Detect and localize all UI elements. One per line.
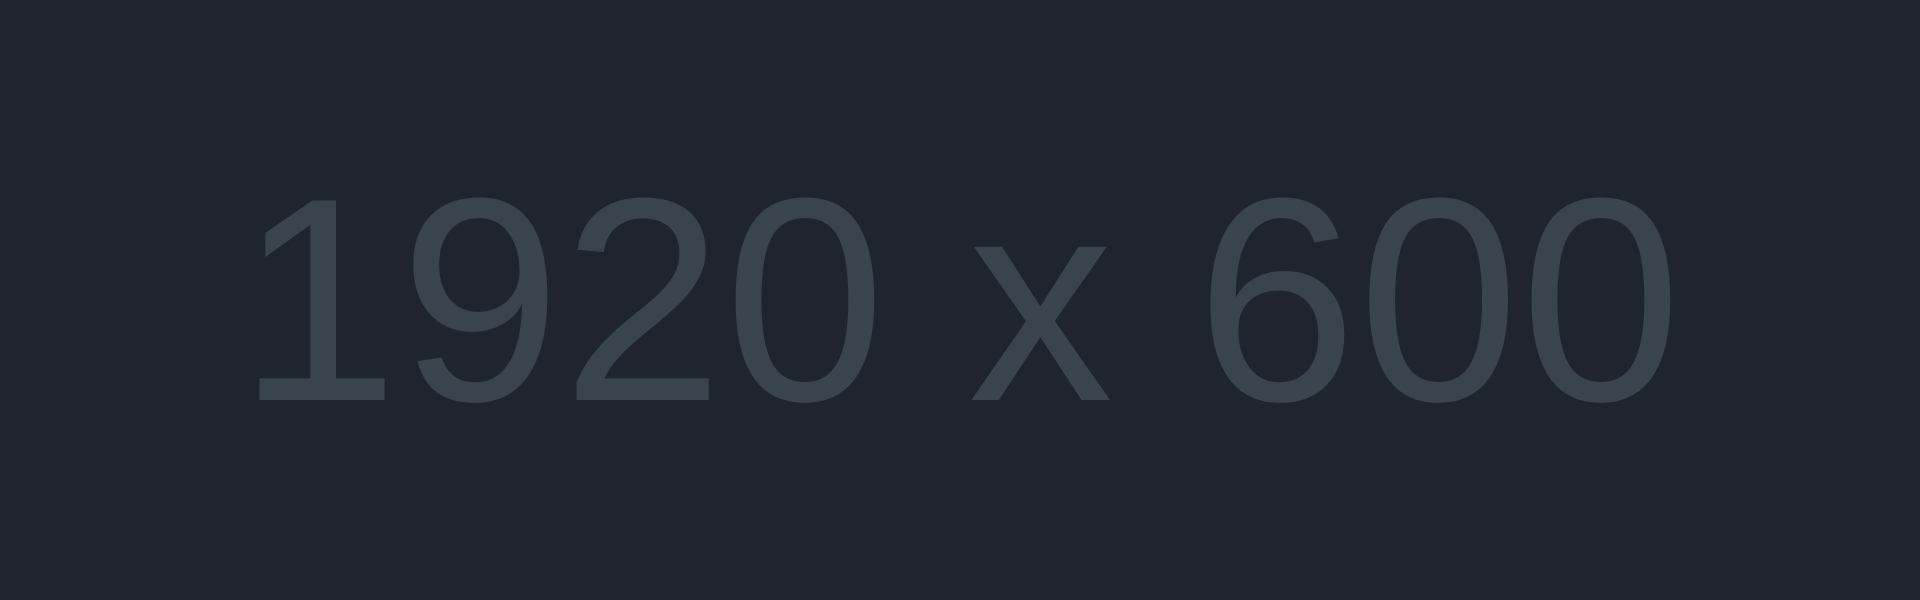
placeholder-canvas: 1920 x 600 xyxy=(237,138,1683,462)
dimension-label: 1920 x 600 xyxy=(237,138,1683,462)
